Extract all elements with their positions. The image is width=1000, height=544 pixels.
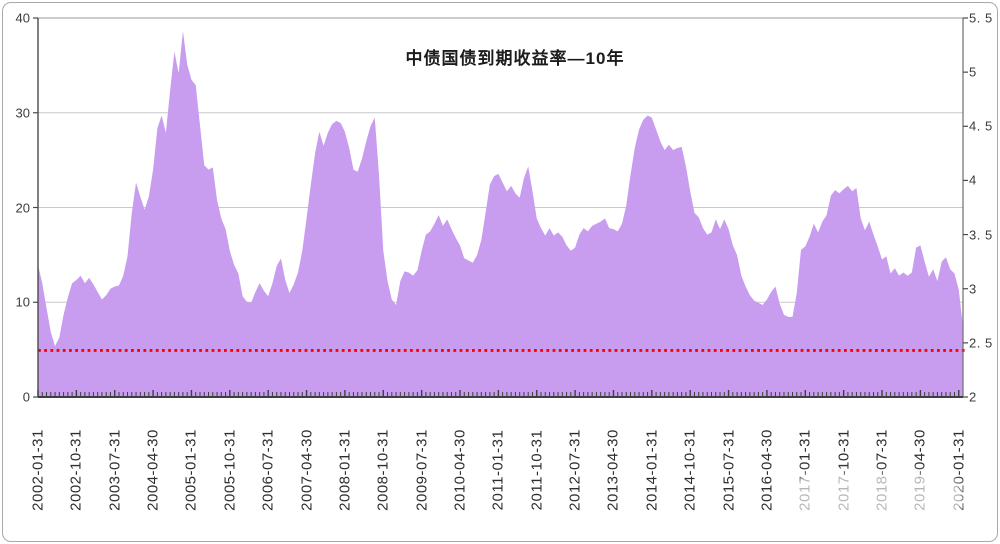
- right-y-tick-label: 5. 5: [969, 10, 993, 26]
- x-tick-label: 2002-10-31: [67, 429, 85, 511]
- x-tick-label: 2011-01-31: [489, 429, 507, 511]
- chart-title: 中债国债到期收益率—10年: [405, 49, 625, 68]
- x-tick-label: 2013-04-30: [604, 429, 622, 511]
- x-tick-label: 2004-04-30: [144, 429, 162, 511]
- x-tick-label: 2008-10-31: [374, 429, 392, 511]
- yield-area-series: [38, 30, 963, 398]
- right-y-tick-label: 3. 5: [969, 227, 993, 243]
- right-y-tick-label: 3: [969, 281, 977, 297]
- x-tick-label: 2003-07-31: [106, 429, 124, 511]
- left-y-tick-label: 10: [15, 294, 30, 310]
- watermark-overlay: [791, 477, 961, 519]
- x-tick-label: 2014-10-31: [681, 429, 699, 511]
- x-tick-label: 2012-07-31: [566, 429, 584, 511]
- x-tick-label: 2005-10-31: [221, 429, 239, 511]
- right-y-tick-label: 2: [969, 389, 977, 405]
- x-tick-label: 2009-07-31: [413, 429, 431, 511]
- left-y-tick-label: 0: [22, 389, 30, 405]
- left-y-tick-label: 30: [15, 105, 30, 121]
- right-y-tick-label: 4: [969, 172, 977, 188]
- x-tick-label: 2002-01-31: [29, 429, 47, 511]
- x-tick-label: 2016-04-30: [758, 429, 776, 511]
- x-tick-label: 2015-07-31: [720, 429, 738, 511]
- left-y-tick-label: 20: [15, 200, 30, 215]
- x-tick-label: 2008-01-31: [336, 429, 354, 511]
- right-y-tick-label: 2. 5: [969, 335, 993, 351]
- right-y-tick-label: 4. 5: [969, 118, 993, 134]
- x-tick-label: 2007-04-30: [298, 429, 316, 511]
- x-tick-label: 2005-01-31: [182, 429, 200, 511]
- right-y-tick-label: 5: [969, 64, 977, 80]
- x-tick-label: 2014-01-31: [643, 429, 661, 511]
- x-tick-label: 2006-07-31: [259, 429, 277, 511]
- left-y-tick-label: 40: [15, 10, 30, 26]
- x-tick-label: 2010-04-30: [451, 429, 469, 511]
- x-tick-label: 2011-10-31: [528, 429, 546, 511]
